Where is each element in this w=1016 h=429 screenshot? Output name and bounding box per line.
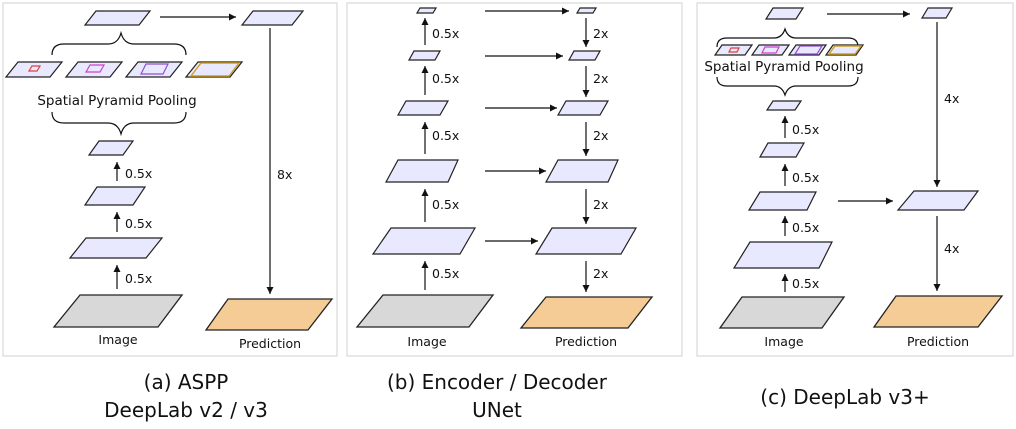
aspp-spp-label: Spatial Pyramid Pooling	[37, 93, 196, 109]
unet-decoder-map-5	[567, 50, 602, 61]
aspp-bottom-brace	[51, 111, 187, 137]
aspp-upsample-label: 8x	[277, 167, 292, 182]
aspp-pool-map-3	[124, 61, 184, 78]
caption-a-line2: DeepLab v2 / v3	[104, 398, 268, 422]
aspp-top-feature-map	[83, 10, 152, 26]
aspp-scale-label-3: 0.5x	[125, 166, 152, 181]
unet-encoder-map-3	[384, 159, 459, 183]
unet-decoder-label-5: 2x	[593, 26, 608, 41]
panel-aspp: Spatial Pyramid Pooling 0.5x 0.5x 0.5x I…	[2, 2, 338, 357]
v3plus-pool-map-2	[750, 44, 791, 56]
unet-image-label: Image	[407, 334, 446, 349]
caption-b-line2: UNet	[472, 398, 522, 422]
unet-encoder-map-5	[407, 50, 442, 61]
unet-decoder-map-2	[534, 227, 638, 255]
unet-decoder-label-4: 2x	[593, 71, 608, 86]
caption-b-line1: (b) Encoder / Decoder	[387, 370, 608, 394]
unet-encoder-map-6	[415, 7, 438, 14]
v3plus-image-label: Image	[764, 334, 803, 349]
v3plus-encoder-map-5	[765, 100, 803, 111]
aspp-pool-map-1	[4, 61, 64, 78]
aspp-prediction-map	[204, 298, 334, 331]
v3plus-top-brace	[716, 27, 859, 48]
v3plus-image-map	[718, 296, 846, 329]
v3plus-encoder-label-3: 0.5x	[792, 170, 819, 185]
v3plus-pool-window-4	[827, 45, 863, 55]
unet-encoder-label-2: 0.5x	[432, 197, 459, 212]
panel-encoder-decoder: 0.5x 0.5x 0.5x 0.5x 0.5x Image 2x 2x 2x	[346, 2, 683, 357]
aspp-pool-map-4	[184, 61, 244, 78]
unet-encoder-label-3: 0.5x	[432, 128, 459, 143]
v3plus-encoder-map-2	[732, 241, 833, 269]
aspp-pool-window-3	[140, 63, 169, 75]
v3plus-encoder-map-4	[758, 142, 806, 158]
v3plus-prediction-map	[872, 295, 1004, 328]
unet-decoder-label-2: 2x	[593, 197, 608, 212]
aspp-pool-window-4	[189, 62, 241, 77]
v3plus-top-feature-map	[764, 7, 805, 20]
unet-image-map	[355, 294, 495, 328]
v3plus-right-top-map	[920, 7, 954, 19]
unet-prediction-map	[519, 296, 654, 329]
unet-encoder-map-4	[396, 100, 450, 116]
unet-decoder-map-6	[575, 7, 598, 14]
aspp-image-map	[52, 294, 184, 328]
aspp-pool-window-2	[84, 64, 106, 73]
aspp-image-label: Image	[98, 332, 137, 347]
aspp-encoder-map-4	[87, 140, 135, 156]
caption-a-line1: (a) ASPP	[144, 370, 229, 394]
v3plus-pool-window-1	[728, 47, 740, 53]
aspp-prediction-label: Prediction	[239, 336, 301, 351]
unet-encoder-label-1: 0.5x	[432, 266, 459, 281]
unet-decoder-label-3: 2x	[593, 128, 608, 143]
unet-encoder-label-4: 0.5x	[432, 71, 459, 86]
panel-deeplab-v3-plus: Spatial Pyramid Pooling 0.5x 0.5x 0.5x 0…	[696, 2, 1014, 357]
v3plus-pool-window-3	[793, 45, 824, 55]
v3plus-bottom-brace	[716, 76, 859, 97]
v3plus-upsample-label-2: 4x	[944, 241, 959, 256]
aspp-pool-window-1	[27, 65, 42, 72]
unet-decoder-label-1: 2x	[593, 266, 608, 281]
v3plus-pool-map-1	[713, 44, 754, 56]
v3plus-encoder-map-3	[747, 191, 817, 211]
v3plus-decoder-map	[896, 190, 980, 211]
aspp-encoder-map-3	[83, 186, 147, 206]
aspp-encoder-map-2	[68, 237, 164, 259]
aspp-right-feature-map	[240, 10, 305, 26]
v3plus-encoder-label-1: 0.5x	[792, 276, 819, 291]
v3plus-prediction-label: Prediction	[907, 334, 969, 349]
aspp-top-brace	[51, 30, 187, 56]
unet-prediction-label: Prediction	[555, 334, 617, 349]
aspp-scale-label-1: 0.5x	[125, 271, 152, 286]
v3plus-upsample-label-1: 4x	[944, 91, 959, 106]
unet-decoder-map-4	[556, 100, 610, 116]
unet-encoder-map-2	[371, 227, 477, 255]
aspp-pool-map-2	[64, 61, 124, 78]
aspp-scale-label-2: 0.5x	[125, 216, 152, 231]
v3plus-encoder-label-4: 0.5x	[792, 122, 819, 137]
unet-decoder-map-3	[544, 159, 619, 183]
v3plus-encoder-label-2: 0.5x	[792, 220, 819, 235]
caption-c-line1: (c) DeepLab v3+	[760, 385, 929, 409]
v3plus-pool-map-3	[787, 44, 828, 56]
v3plus-pool-map-4	[824, 44, 865, 56]
v3plus-spp-label: Spatial Pyramid Pooling	[704, 59, 863, 75]
unet-encoder-label-5: 0.5x	[432, 26, 459, 41]
v3plus-pool-window-2	[761, 46, 780, 54]
